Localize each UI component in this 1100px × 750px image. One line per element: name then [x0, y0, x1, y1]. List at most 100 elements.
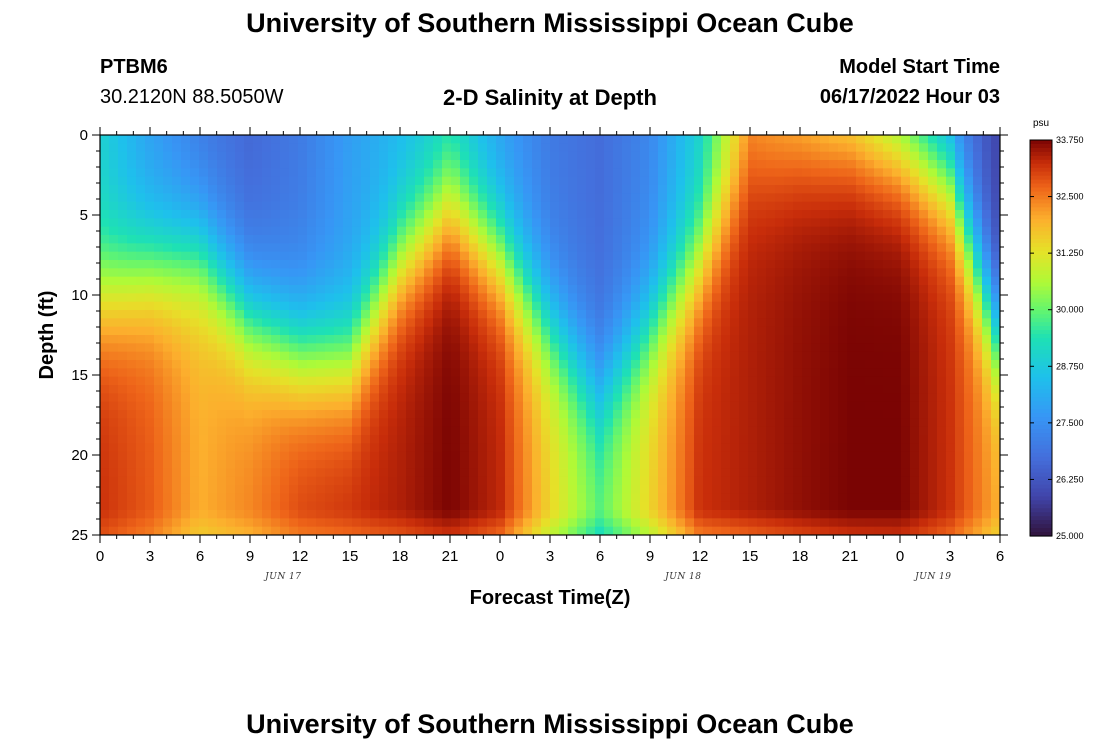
heatmap-cell	[847, 435, 857, 444]
heatmap-cell	[478, 168, 488, 178]
heatmap-cell	[730, 301, 740, 311]
heatmap-cell	[253, 285, 263, 294]
heatmap-cell	[505, 435, 515, 444]
heatmap-cell	[712, 160, 722, 169]
heatmap-cell	[991, 268, 1000, 278]
heatmap-cell	[136, 210, 146, 219]
heatmap-cell	[388, 451, 398, 461]
heatmap-cell	[937, 285, 947, 294]
heatmap-cell	[640, 251, 650, 261]
heatmap-cell	[172, 435, 182, 444]
heatmap-cell	[325, 218, 335, 228]
heatmap-cell	[325, 210, 335, 219]
heatmap-cell	[856, 335, 866, 344]
heatmap-cell	[739, 235, 749, 244]
heatmap-cell	[955, 260, 965, 269]
heatmap-cell	[532, 260, 542, 269]
heatmap-cell	[559, 526, 569, 535]
heatmap-cell	[793, 485, 803, 494]
heatmap-cell	[685, 426, 695, 436]
heatmap-cell	[118, 343, 128, 353]
heatmap-cell	[433, 235, 443, 244]
heatmap-cell	[622, 376, 632, 386]
heatmap-cell	[226, 318, 236, 328]
heatmap-cell	[757, 168, 767, 178]
heatmap-cell	[919, 493, 929, 503]
heatmap-cell	[289, 418, 299, 428]
heatmap-cell	[694, 176, 704, 186]
heatmap-cell	[973, 168, 983, 178]
heatmap-cell	[343, 451, 353, 461]
heatmap-cell	[667, 468, 677, 478]
heatmap-cell	[991, 476, 1000, 486]
heatmap-cell	[361, 385, 371, 394]
heatmap-cell	[865, 160, 875, 169]
heatmap-cell	[244, 301, 254, 311]
heatmap-cell	[253, 185, 263, 194]
heatmap-cell	[586, 235, 596, 244]
heatmap-cell	[442, 526, 452, 535]
heatmap-cell	[379, 260, 389, 269]
heatmap-cell	[406, 218, 416, 228]
heatmap-cell	[136, 385, 146, 394]
heatmap-cell	[496, 268, 506, 278]
heatmap-cell	[154, 426, 164, 436]
heatmap-cell	[667, 168, 677, 178]
heatmap-cell	[676, 510, 686, 519]
heatmap-cell	[505, 451, 515, 461]
heatmap-cell	[181, 151, 191, 161]
heatmap-cell	[136, 160, 146, 169]
heatmap-cell	[559, 310, 569, 319]
heatmap-cell	[685, 310, 695, 319]
heatmap-cell	[640, 176, 650, 186]
heatmap-cell	[946, 368, 956, 378]
heatmap-cell	[667, 426, 677, 436]
heatmap-cell	[541, 418, 551, 428]
heatmap-cell	[451, 210, 461, 219]
heatmap-cell	[451, 218, 461, 228]
heatmap-cell	[478, 151, 488, 161]
heatmap-cell	[181, 310, 191, 319]
heatmap-cell	[523, 260, 533, 269]
heatmap-cell	[631, 318, 641, 328]
heatmap-cell	[946, 360, 956, 369]
heatmap-cell	[883, 176, 893, 186]
heatmap-cell	[118, 518, 128, 528]
heatmap-cell	[154, 151, 164, 161]
heatmap-cell	[118, 285, 128, 294]
heatmap-cell	[532, 476, 542, 486]
heatmap-cell	[388, 360, 398, 369]
heatmap-cell	[721, 260, 731, 269]
heatmap-cell	[730, 460, 740, 469]
heatmap-cell	[316, 518, 326, 528]
heatmap-cell	[973, 460, 983, 469]
heatmap-cell	[955, 510, 965, 519]
heatmap-cell	[118, 160, 128, 169]
heatmap-cell	[127, 443, 137, 453]
heatmap-cell	[136, 360, 146, 369]
heatmap-cell	[289, 260, 299, 269]
heatmap-cell	[361, 426, 371, 436]
x-tick-label: 15	[342, 548, 359, 565]
heatmap-cell	[730, 176, 740, 186]
heatmap-cell	[901, 168, 911, 178]
heatmap-cell	[982, 276, 992, 286]
heatmap-cell	[766, 318, 776, 328]
heatmap-cell	[163, 135, 173, 144]
heatmap-cell	[388, 301, 398, 311]
heatmap-cell	[667, 476, 677, 486]
heatmap-cell	[676, 401, 686, 411]
heatmap-cell	[442, 218, 452, 228]
heatmap-cell	[784, 326, 794, 336]
heatmap-cell	[478, 243, 488, 253]
heatmap-cell	[235, 510, 245, 519]
heatmap-cell	[586, 293, 596, 303]
heatmap-cell	[640, 468, 650, 478]
heatmap-cell	[622, 385, 632, 394]
heatmap-cell	[190, 168, 200, 178]
heatmap-cell	[550, 268, 560, 278]
heatmap-cell	[505, 168, 515, 178]
heatmap-cell	[649, 176, 659, 186]
heatmap-cell	[289, 501, 299, 511]
